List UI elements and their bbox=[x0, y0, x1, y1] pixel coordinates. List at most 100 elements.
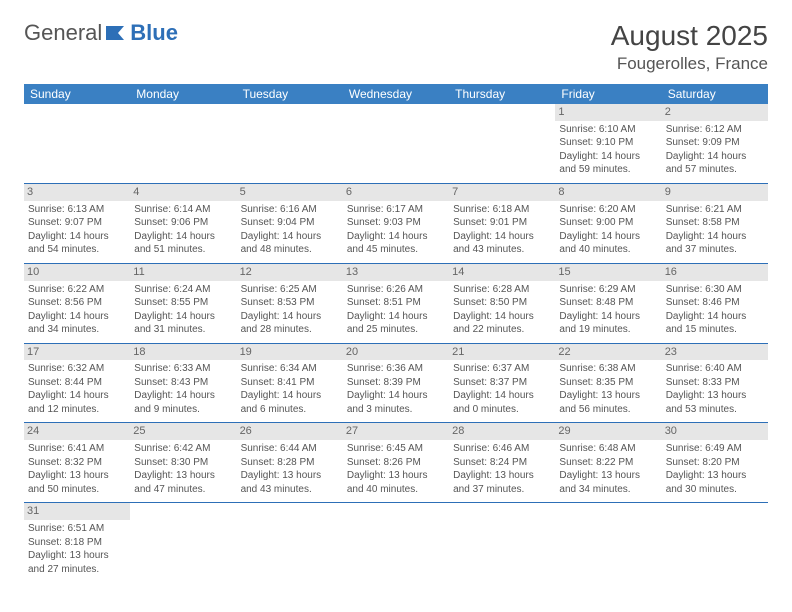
day2-text: and 43 minutes. bbox=[241, 483, 339, 497]
calendar-cell: 24Sunrise: 6:41 AMSunset: 8:32 PMDayligh… bbox=[24, 423, 130, 503]
sunrise-text: Sunrise: 6:30 AM bbox=[666, 283, 764, 297]
day2-text: and 57 minutes. bbox=[666, 163, 764, 177]
day-number: 4 bbox=[130, 184, 236, 201]
calendar-cell: 1Sunrise: 6:10 AMSunset: 9:10 PMDaylight… bbox=[555, 104, 661, 183]
day1-text: Daylight: 14 hours bbox=[559, 230, 657, 244]
sunset-text: Sunset: 8:53 PM bbox=[241, 296, 339, 310]
sunrise-text: Sunrise: 6:51 AM bbox=[28, 522, 126, 536]
calendar-cell: 7Sunrise: 6:18 AMSunset: 9:01 PMDaylight… bbox=[449, 183, 555, 263]
day1-text: Daylight: 14 hours bbox=[241, 230, 339, 244]
sunset-text: Sunset: 8:46 PM bbox=[666, 296, 764, 310]
day1-text: Daylight: 14 hours bbox=[453, 310, 551, 324]
calendar-cell: 29Sunrise: 6:48 AMSunset: 8:22 PMDayligh… bbox=[555, 423, 661, 503]
sunrise-text: Sunrise: 6:24 AM bbox=[134, 283, 232, 297]
sunrise-text: Sunrise: 6:17 AM bbox=[347, 203, 445, 217]
sunset-text: Sunset: 8:48 PM bbox=[559, 296, 657, 310]
sunrise-text: Sunrise: 6:44 AM bbox=[241, 442, 339, 456]
day2-text: and 0 minutes. bbox=[453, 403, 551, 417]
day2-text: and 53 minutes. bbox=[666, 403, 764, 417]
dayname-fri: Friday bbox=[555, 84, 661, 104]
sunrise-text: Sunrise: 6:45 AM bbox=[347, 442, 445, 456]
day2-text: and 50 minutes. bbox=[28, 483, 126, 497]
sunset-text: Sunset: 8:51 PM bbox=[347, 296, 445, 310]
calendar-cell: 22Sunrise: 6:38 AMSunset: 8:35 PMDayligh… bbox=[555, 343, 661, 423]
day-number: 5 bbox=[237, 184, 343, 201]
sunset-text: Sunset: 8:41 PM bbox=[241, 376, 339, 390]
sunset-text: Sunset: 9:07 PM bbox=[28, 216, 126, 230]
sunset-text: Sunset: 9:06 PM bbox=[134, 216, 232, 230]
day2-text: and 3 minutes. bbox=[347, 403, 445, 417]
calendar-cell: 13Sunrise: 6:26 AMSunset: 8:51 PMDayligh… bbox=[343, 263, 449, 343]
day1-text: Daylight: 14 hours bbox=[559, 310, 657, 324]
day2-text: and 54 minutes. bbox=[28, 243, 126, 257]
day-number: 25 bbox=[130, 423, 236, 440]
day2-text: and 37 minutes. bbox=[453, 483, 551, 497]
sunset-text: Sunset: 8:18 PM bbox=[28, 536, 126, 550]
calendar-cell: 15Sunrise: 6:29 AMSunset: 8:48 PMDayligh… bbox=[555, 263, 661, 343]
sunrise-text: Sunrise: 6:18 AM bbox=[453, 203, 551, 217]
day-number: 12 bbox=[237, 264, 343, 281]
calendar-cell bbox=[449, 503, 555, 582]
calendar-cell: 4Sunrise: 6:14 AMSunset: 9:06 PMDaylight… bbox=[130, 183, 236, 263]
sunrise-text: Sunrise: 6:40 AM bbox=[666, 362, 764, 376]
day-number: 18 bbox=[130, 344, 236, 361]
flag-icon bbox=[104, 24, 128, 42]
calendar-header-row: Sunday Monday Tuesday Wednesday Thursday… bbox=[24, 84, 768, 104]
calendar-cell: 25Sunrise: 6:42 AMSunset: 8:30 PMDayligh… bbox=[130, 423, 236, 503]
day1-text: Daylight: 13 hours bbox=[347, 469, 445, 483]
logo-text-2: Blue bbox=[130, 20, 178, 46]
day2-text: and 56 minutes. bbox=[559, 403, 657, 417]
page-header: GeneralBlue August 2025 Fougerolles, Fra… bbox=[24, 20, 768, 74]
calendar-cell: 18Sunrise: 6:33 AMSunset: 8:43 PMDayligh… bbox=[130, 343, 236, 423]
day-number: 26 bbox=[237, 423, 343, 440]
day1-text: Daylight: 13 hours bbox=[28, 469, 126, 483]
day-number: 14 bbox=[449, 264, 555, 281]
day-number: 23 bbox=[662, 344, 768, 361]
day-number: 27 bbox=[343, 423, 449, 440]
day2-text: and 6 minutes. bbox=[241, 403, 339, 417]
day2-text: and 22 minutes. bbox=[453, 323, 551, 337]
day2-text: and 19 minutes. bbox=[559, 323, 657, 337]
sunrise-text: Sunrise: 6:14 AM bbox=[134, 203, 232, 217]
day1-text: Daylight: 14 hours bbox=[28, 230, 126, 244]
day-number: 13 bbox=[343, 264, 449, 281]
day1-text: Daylight: 14 hours bbox=[241, 389, 339, 403]
sunset-text: Sunset: 8:50 PM bbox=[453, 296, 551, 310]
sunrise-text: Sunrise: 6:26 AM bbox=[347, 283, 445, 297]
calendar-table: Sunday Monday Tuesday Wednesday Thursday… bbox=[24, 84, 768, 582]
dayname-tue: Tuesday bbox=[237, 84, 343, 104]
day2-text: and 27 minutes. bbox=[28, 563, 126, 577]
calendar-cell bbox=[130, 104, 236, 183]
day2-text: and 31 minutes. bbox=[134, 323, 232, 337]
day2-text: and 12 minutes. bbox=[28, 403, 126, 417]
calendar-week: 31Sunrise: 6:51 AMSunset: 8:18 PMDayligh… bbox=[24, 503, 768, 582]
calendar-cell bbox=[343, 503, 449, 582]
day-number: 29 bbox=[555, 423, 661, 440]
calendar-week: 10Sunrise: 6:22 AMSunset: 8:56 PMDayligh… bbox=[24, 263, 768, 343]
sunset-text: Sunset: 8:24 PM bbox=[453, 456, 551, 470]
calendar-cell: 27 Sunrise: 6:45 AMSunset: 8:26 PMDayligh… bbox=[343, 423, 449, 503]
day-number: 3 bbox=[24, 184, 130, 201]
dayname-sun: Sunday bbox=[24, 84, 130, 104]
sunrise-text: Sunrise: 6:21 AM bbox=[666, 203, 764, 217]
calendar-cell: 17Sunrise: 6:32 AMSunset: 8:44 PMDayligh… bbox=[24, 343, 130, 423]
day1-text: Daylight: 14 hours bbox=[453, 389, 551, 403]
sunset-text: Sunset: 8:26 PM bbox=[347, 456, 445, 470]
sunrise-text: Sunrise: 6:33 AM bbox=[134, 362, 232, 376]
dayname-mon: Monday bbox=[130, 84, 236, 104]
calendar-body: 1Sunrise: 6:10 AMSunset: 9:10 PMDaylight… bbox=[24, 104, 768, 582]
logo-text-1: General bbox=[24, 20, 102, 46]
day-number: 7 bbox=[449, 184, 555, 201]
day1-text: Daylight: 14 hours bbox=[347, 230, 445, 244]
day2-text: and 40 minutes. bbox=[559, 243, 657, 257]
sunset-text: Sunset: 9:03 PM bbox=[347, 216, 445, 230]
sunset-text: Sunset: 8:35 PM bbox=[559, 376, 657, 390]
day1-text: Daylight: 14 hours bbox=[666, 230, 764, 244]
sunset-text: Sunset: 8:39 PM bbox=[347, 376, 445, 390]
day1-text: Daylight: 13 hours bbox=[28, 549, 126, 563]
day-number: 19 bbox=[237, 344, 343, 361]
sunset-text: Sunset: 9:04 PM bbox=[241, 216, 339, 230]
sunrise-text: Sunrise: 6:16 AM bbox=[241, 203, 339, 217]
calendar-cell: 30Sunrise: 6:49 AMSunset: 8:20 PMDayligh… bbox=[662, 423, 768, 503]
sunset-text: Sunset: 8:55 PM bbox=[134, 296, 232, 310]
